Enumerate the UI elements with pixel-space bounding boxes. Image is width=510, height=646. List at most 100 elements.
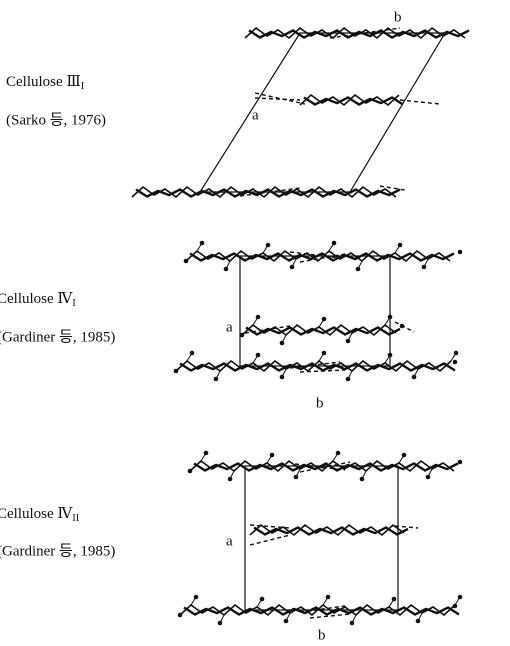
panel-name: Cellulose ⅢI — [6, 74, 84, 92]
atom — [349, 620, 355, 626]
atom — [289, 264, 295, 270]
reference: (Sarko 등, 1976) — [6, 111, 106, 128]
hydrogen-bond — [294, 463, 346, 471]
atom — [331, 240, 337, 246]
unit-cell — [244, 465, 399, 611]
hydrogen-bond — [289, 361, 341, 369]
atom — [325, 594, 331, 600]
panel-name: Cellulose ⅣI — [0, 291, 76, 309]
atom — [259, 596, 265, 602]
atom — [411, 374, 417, 380]
polymorph: Cellulose Ⅲ — [6, 74, 81, 90]
atom — [321, 316, 327, 322]
atom — [217, 620, 223, 626]
hydrogen-bond — [299, 605, 346, 613]
hydrogen-bond — [254, 97, 301, 101]
atom — [213, 376, 219, 382]
unit-cell — [198, 32, 447, 193]
atom — [387, 352, 393, 358]
chain — [303, 96, 404, 106]
atom — [265, 242, 271, 248]
hydrogen-bond — [299, 461, 351, 473]
chain — [131, 185, 397, 199]
atom — [321, 350, 327, 356]
atom — [391, 596, 397, 602]
atom — [199, 240, 205, 246]
subscript: I — [72, 298, 75, 309]
atom — [359, 476, 365, 482]
axis-label: a — [226, 319, 233, 335]
atom — [239, 332, 245, 338]
hydrogen-bond — [289, 251, 341, 259]
subscript: II — [72, 513, 79, 524]
atom — [355, 266, 361, 272]
atom — [457, 249, 463, 255]
hydrogen-bond — [399, 99, 441, 105]
chain — [179, 362, 456, 372]
hydrogen-bond — [254, 92, 306, 105]
hydrogen-bond — [244, 325, 291, 334]
reference: (Gardiner 등, 1985) — [0, 542, 115, 559]
atom — [193, 594, 199, 600]
atom — [173, 368, 179, 374]
panel-name: Cellulose ⅣII — [0, 506, 79, 524]
atom — [457, 594, 463, 600]
axis-label: a — [252, 107, 259, 123]
hydrogen-bond — [299, 253, 346, 263]
axis-label: b — [318, 627, 326, 643]
hydrogen-bond — [379, 185, 406, 191]
atom — [177, 612, 183, 618]
hydrogen-bond — [394, 321, 415, 333]
chain — [189, 459, 455, 473]
chain — [248, 29, 470, 39]
atom — [345, 338, 351, 344]
atom — [401, 452, 407, 458]
atom — [293, 474, 299, 480]
atom — [421, 264, 427, 270]
atom — [255, 314, 261, 320]
chain — [185, 249, 451, 263]
atom — [415, 618, 421, 624]
hydrogen-bond — [239, 187, 301, 197]
atom — [269, 452, 275, 458]
atom — [279, 374, 285, 380]
chain — [135, 188, 401, 198]
atom — [283, 618, 289, 624]
hydrogen-bond — [309, 613, 351, 619]
hydrogen-bond — [394, 525, 419, 529]
atom — [223, 266, 229, 272]
atom — [457, 459, 463, 465]
atom — [345, 376, 351, 382]
atom — [203, 450, 209, 456]
unit-cell — [239, 255, 391, 367]
atom — [397, 242, 403, 248]
atom — [189, 350, 195, 356]
axis-label: b — [316, 395, 324, 411]
atom — [279, 340, 285, 346]
axis-label: b — [394, 9, 402, 25]
chain — [189, 252, 455, 262]
subscript: I — [81, 81, 84, 92]
chain — [183, 606, 460, 616]
hydrogen-bond — [249, 534, 291, 546]
atom — [453, 350, 459, 356]
atom — [425, 474, 431, 480]
atom — [387, 314, 393, 320]
chain — [253, 526, 409, 536]
hydrogen-bond — [299, 369, 346, 373]
atom — [183, 258, 189, 264]
atom — [452, 359, 458, 365]
atom — [452, 603, 458, 609]
atom — [335, 450, 341, 456]
atom — [255, 352, 261, 358]
polymorph: Cellulose Ⅳ — [0, 291, 73, 307]
reference: (Gardiner 등, 1985) — [0, 328, 115, 345]
polymorph: Cellulose Ⅳ — [0, 506, 73, 522]
atom — [187, 468, 193, 474]
hydrogen-bond — [329, 27, 401, 39]
chain — [245, 326, 401, 336]
chain — [175, 359, 452, 373]
chain — [193, 462, 459, 472]
